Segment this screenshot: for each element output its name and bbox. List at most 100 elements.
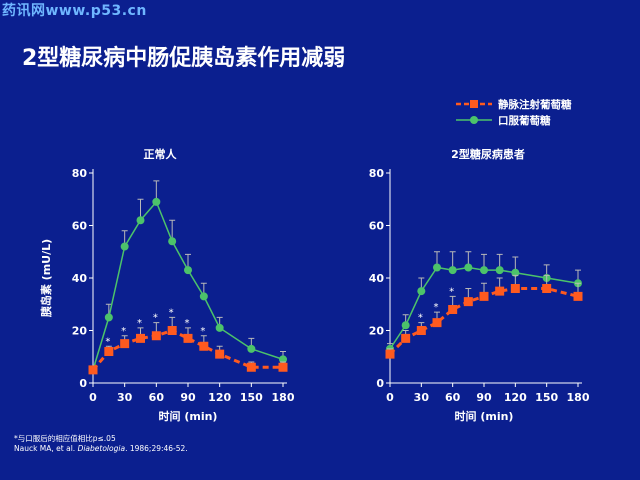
x-tick-label: 0 <box>386 391 394 404</box>
data-point <box>104 313 113 322</box>
x-tick-label: 150 <box>535 391 558 404</box>
data-point <box>448 266 457 275</box>
data-point <box>479 291 489 301</box>
data-point <box>136 216 145 225</box>
data-point <box>88 365 98 375</box>
x-tick-label: 90 <box>180 391 196 404</box>
x-tick-label: 150 <box>240 391 263 404</box>
data-point <box>199 292 208 301</box>
data-point <box>480 266 488 275</box>
footnote-citation: Nauck MA, et al. Diabetologia. 1986;29:4… <box>14 444 188 454</box>
data-point <box>136 333 145 343</box>
series-iv: * * * <box>385 274 583 359</box>
y-tick-label: 20 <box>369 325 385 338</box>
data-point <box>168 237 177 246</box>
significance-marker: * <box>169 307 174 318</box>
data-point <box>120 339 130 349</box>
y-tick-label: 60 <box>72 220 88 233</box>
data-point <box>511 268 520 277</box>
significance-marker: * <box>418 313 423 324</box>
data-point <box>385 349 395 359</box>
significance-marker: * <box>137 318 142 329</box>
x-tick-label: 180 <box>272 391 295 404</box>
significance-marker: * <box>185 318 190 329</box>
data-point <box>417 287 426 296</box>
data-point <box>495 286 505 296</box>
x-tick-label: 30 <box>414 391 430 404</box>
data-point <box>432 318 442 328</box>
significance-marker: * <box>153 313 158 324</box>
y-tick-label: 0 <box>79 377 87 390</box>
data-point <box>573 291 583 301</box>
data-point <box>433 263 441 272</box>
x-tick-label: 0 <box>89 391 97 404</box>
citation-authors: Nauck MA, et al. <box>14 444 78 453</box>
legend-iv-marker <box>470 100 478 108</box>
panel-title: 2型糖尿病患者 <box>451 147 525 161</box>
citation-journal: Diabetologia <box>77 444 126 453</box>
x-tick-label: 120 <box>504 391 527 404</box>
y-tick-label: 40 <box>72 272 88 285</box>
significance-marker: * <box>434 302 439 313</box>
footnote-significance: *与口服后的相应值相比p≤.05 <box>14 434 116 443</box>
series-oral <box>89 180 287 374</box>
data-point <box>463 297 473 307</box>
x-tick-label: 60 <box>445 391 461 404</box>
data-point <box>278 362 288 372</box>
data-point <box>448 305 458 314</box>
x-tick-label: 60 <box>149 391 165 404</box>
x-axis-label: 时间 (min) <box>159 409 218 423</box>
data-point <box>215 323 224 332</box>
data-point <box>215 349 225 359</box>
significance-marker: * <box>200 326 205 337</box>
series-oral <box>386 251 582 353</box>
data-point <box>246 362 256 372</box>
significance-marker: * <box>449 286 454 297</box>
data-point <box>151 331 161 341</box>
x-tick-label: 180 <box>567 391 590 404</box>
data-point <box>510 284 520 293</box>
legend-oral-label: 口服葡萄糖 <box>498 114 551 127</box>
y-tick-label: 20 <box>72 325 88 338</box>
panel-title: 正常人 <box>144 147 178 161</box>
legend-oral-marker <box>470 116 478 124</box>
data-point <box>120 242 129 251</box>
data-point <box>542 284 552 293</box>
watermark: 药讯网www.p53.cn <box>2 3 147 19</box>
x-axis-label: 时间 (min) <box>455 409 514 423</box>
citation-details: . 1986;29:46-52. <box>125 444 188 453</box>
data-point <box>184 266 192 275</box>
x-tick-label: 120 <box>208 391 231 404</box>
data-point <box>167 326 177 335</box>
y-tick-label: 80 <box>72 167 88 180</box>
x-tick-label: 30 <box>117 391 133 404</box>
legend-iv-label: 静脉注射葡萄糖 <box>498 98 572 111</box>
y-tick-label: 60 <box>369 220 385 233</box>
significance-marker: * <box>105 336 110 347</box>
data-point <box>247 344 256 353</box>
series-iv: * * * * * * * <box>88 307 288 375</box>
y-axis-label: 胰岛素 (mU/L) <box>39 239 53 318</box>
data-point <box>199 341 209 351</box>
data-point <box>416 326 426 335</box>
chart-panel-1: 正常人 0 20 40 60 80 0 30 60 90 120 150 180 时间 (min) 胰岛素 … <box>39 147 295 423</box>
data-point <box>401 333 411 343</box>
significance-marker: * <box>121 326 126 337</box>
data-point <box>152 197 161 206</box>
data-point <box>495 266 504 275</box>
data-point <box>464 263 473 272</box>
x-tick-label: 90 <box>476 391 492 404</box>
y-tick-label: 80 <box>369 167 385 180</box>
data-point <box>183 333 193 343</box>
footnote: *与口服后的相应值相比p≤.05 Nauck MA, et al. Diabet… <box>14 434 188 454</box>
slide-title: 2型糖尿病中肠促胰岛素作用减弱 <box>22 46 346 71</box>
data-point <box>104 347 114 356</box>
y-tick-label: 0 <box>376 377 384 390</box>
data-point <box>401 321 410 330</box>
data-point <box>279 355 287 364</box>
legend: 静脉注射葡萄糖 口服葡萄糖 <box>456 98 572 127</box>
y-tick-label: 40 <box>369 272 385 285</box>
chart-panel-2: 2型糖尿病患者 0 20 40 60 80 0 30 60 90 120 150 180 时间 (min)… <box>369 147 590 423</box>
